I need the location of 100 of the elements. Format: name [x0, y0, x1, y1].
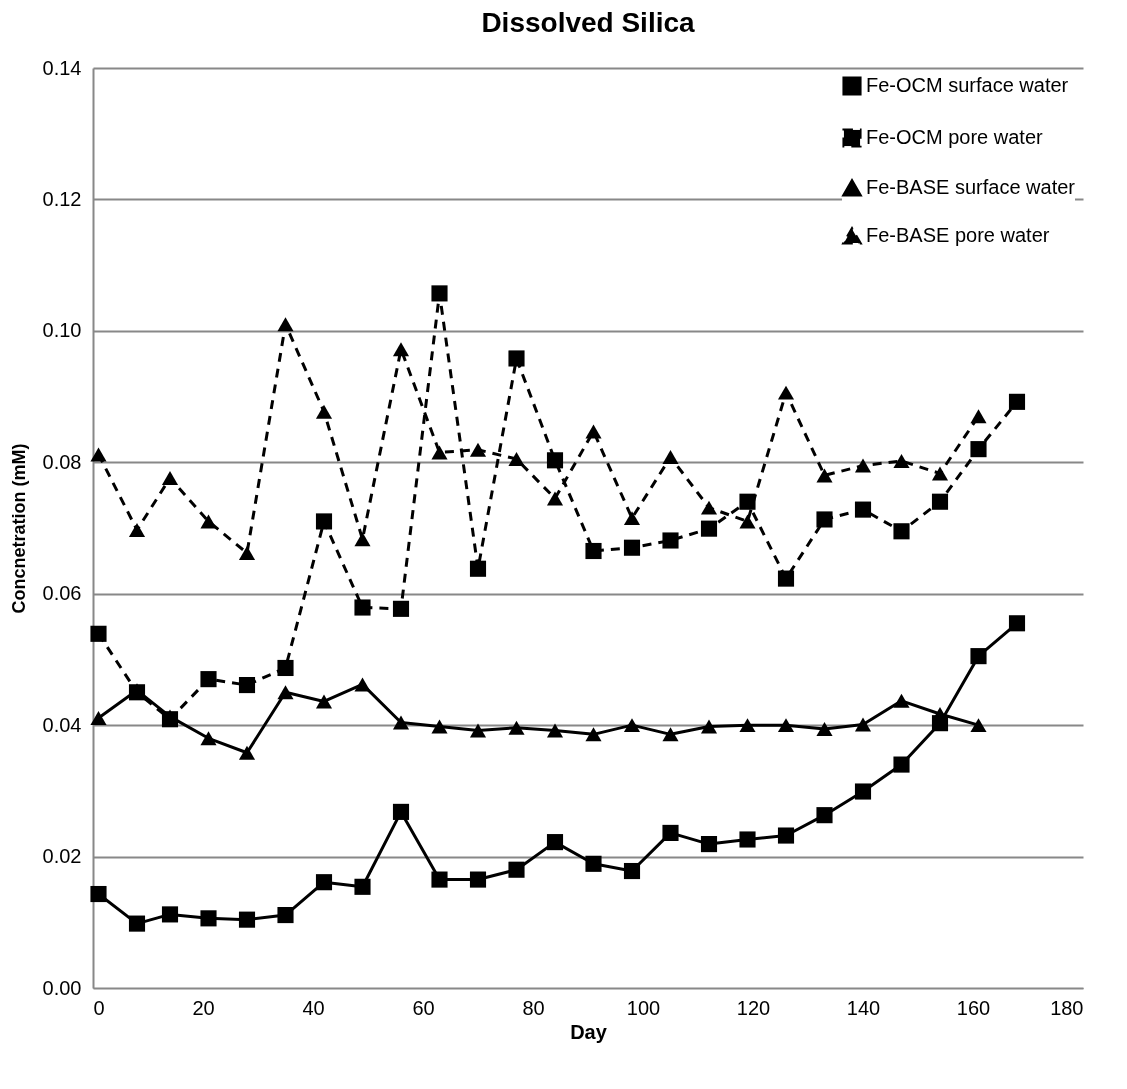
- x-tick-label: 100: [626, 996, 661, 1019]
- point: [90, 885, 107, 903]
- legend-label: Fe-BASE surface water: [866, 176, 1076, 198]
- point: [546, 452, 564, 469]
- point: [893, 693, 910, 708]
- point: [508, 350, 525, 367]
- point: [315, 874, 333, 891]
- point: [277, 685, 294, 700]
- point: [777, 827, 795, 844]
- point: [623, 511, 641, 526]
- x-tick-label: 140: [846, 996, 881, 1019]
- point: [431, 445, 448, 460]
- chart-title: Dissolved Silica: [481, 7, 696, 38]
- y-tick-label: 0.00: [42, 976, 82, 999]
- point: [508, 861, 525, 878]
- point: [623, 539, 641, 556]
- point: [469, 560, 487, 577]
- x-tick-label: 40: [302, 996, 325, 1019]
- point: [238, 911, 256, 928]
- point: [161, 471, 179, 486]
- point: [200, 731, 217, 746]
- point: [623, 862, 641, 880]
- point: [893, 523, 910, 540]
- point: [662, 824, 679, 841]
- y-tick-label: 0.12: [42, 187, 82, 210]
- legend-label: Fe-OCM pore water: [866, 126, 1044, 148]
- point: [931, 493, 949, 510]
- point: [238, 545, 256, 560]
- point: [739, 831, 756, 848]
- point: [777, 570, 795, 587]
- point: [585, 727, 602, 742]
- point: [354, 677, 371, 692]
- point: [128, 522, 146, 537]
- point: [816, 807, 833, 824]
- point: [469, 871, 487, 888]
- point: [392, 342, 410, 357]
- point: [739, 718, 756, 733]
- point: [354, 532, 371, 547]
- point: [200, 910, 217, 927]
- y-tick-label: 0.02: [42, 845, 82, 868]
- y-axis-title: Concnetration (mM): [8, 443, 29, 614]
- point: [315, 404, 333, 419]
- point: [128, 915, 146, 932]
- point: [90, 710, 107, 725]
- point: [970, 441, 987, 458]
- point: [854, 783, 872, 800]
- point: [662, 532, 679, 549]
- point: [700, 520, 718, 537]
- point: [315, 513, 333, 530]
- point: [854, 458, 872, 473]
- point: [970, 648, 987, 665]
- point: [662, 727, 679, 742]
- point: [546, 491, 564, 506]
- point: [392, 715, 410, 730]
- point: [161, 906, 179, 923]
- point: [431, 285, 448, 302]
- point: [585, 542, 602, 560]
- point: [662, 450, 679, 465]
- x-tick-label: 60: [412, 996, 435, 1019]
- y-tick-label: 0.04: [42, 713, 82, 736]
- point: [970, 718, 987, 733]
- point: [200, 671, 217, 688]
- point: [277, 907, 294, 924]
- y-tick-label: 0.14: [42, 56, 82, 79]
- y-tick-label: 0.06: [42, 582, 82, 605]
- point: [431, 719, 448, 734]
- point: [469, 442, 487, 457]
- point: [700, 719, 718, 734]
- point: [315, 694, 333, 709]
- point: [431, 871, 448, 888]
- x-tick-label: 20: [192, 996, 215, 1019]
- point: [854, 717, 872, 732]
- point: [816, 511, 833, 528]
- point: [1008, 615, 1026, 632]
- point: [816, 722, 833, 737]
- point: [700, 836, 718, 853]
- point: [469, 723, 487, 738]
- point: [200, 514, 217, 529]
- point: [777, 385, 795, 400]
- point: [90, 625, 107, 642]
- x-tick-label: 80: [522, 996, 545, 1019]
- point: [777, 718, 795, 733]
- point: [623, 718, 641, 733]
- x-axis-title: Day: [570, 1020, 608, 1043]
- point: [238, 677, 256, 694]
- point: [854, 501, 872, 518]
- point: [392, 600, 410, 617]
- point: [546, 723, 564, 738]
- point: [238, 745, 256, 760]
- point: [1008, 393, 1026, 410]
- x-tick-label: 0: [93, 996, 105, 1019]
- x-tick-label: 180: [1050, 996, 1084, 1019]
- point: [508, 720, 525, 735]
- point: [354, 878, 371, 895]
- y-tick-label: 0.10: [42, 319, 82, 342]
- point: [392, 803, 410, 820]
- point: [893, 756, 910, 773]
- point: [354, 599, 371, 616]
- point: [931, 466, 949, 481]
- point: [508, 452, 525, 466]
